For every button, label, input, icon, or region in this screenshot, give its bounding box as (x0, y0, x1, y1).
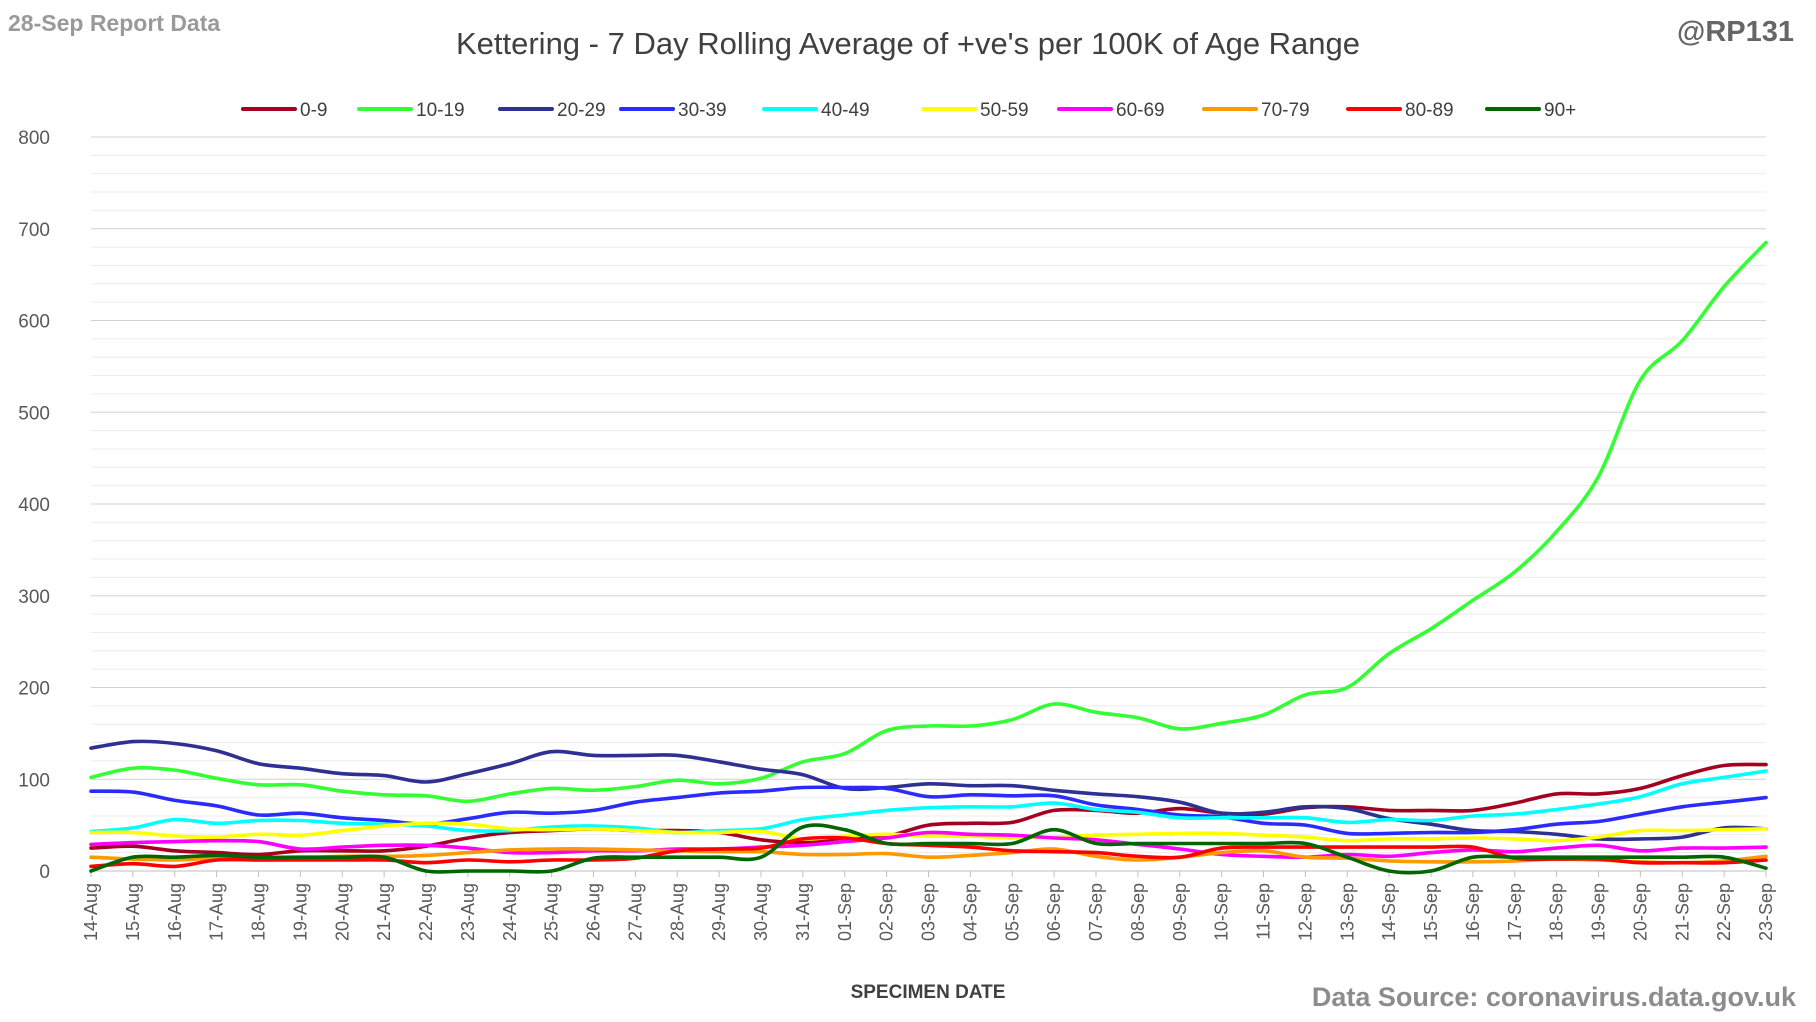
legend-label: 20-29 (557, 100, 606, 121)
x-tick-label: 10-Sep (1212, 883, 1232, 941)
legend-label: 0-9 (300, 100, 327, 121)
x-tick-label: 27-Aug (625, 883, 645, 941)
legend-label: 80-89 (1405, 100, 1454, 121)
series-line-40-49 (89, 769, 1768, 835)
series-line-30-39 (89, 785, 1768, 836)
y-tick-label: 800 (18, 128, 50, 149)
y-tick-label: 200 (18, 679, 50, 700)
y-tick-label: 0 (39, 862, 50, 883)
x-tick-label: 11-Sep (1254, 883, 1274, 940)
y-tick-label: 600 (18, 312, 50, 333)
data-source-note: Data Source: coronavirus.data.gov.uk (1311, 982, 1796, 1012)
x-tick-label: 21-Sep (1672, 883, 1692, 941)
x-tick-label: 05-Sep (1002, 883, 1022, 941)
x-tick-label: 25-Aug (542, 883, 562, 941)
series-line-0-9 (89, 762, 1768, 857)
x-tick-label: 30-Aug (751, 883, 771, 941)
grid-lines (91, 136, 1766, 872)
author-handle: @RP131 (1677, 16, 1794, 48)
legend-label: 60-69 (1116, 100, 1165, 121)
x-tick-label: 08-Sep (1128, 883, 1148, 941)
report-date-label: 28-Sep Report Data (8, 10, 221, 36)
x-tick-label: 29-Aug (709, 883, 729, 941)
x-tick-label: 18-Sep (1547, 883, 1567, 941)
legend-label: 40-49 (821, 100, 870, 121)
x-axis-label: SPECIMEN DATE (851, 982, 1006, 1003)
legend-label: 90+ (1544, 100, 1576, 121)
x-tick-label: 14-Aug (81, 883, 101, 941)
x-tick-label: 07-Sep (1086, 883, 1106, 941)
y-tick-label: 300 (18, 587, 50, 608)
x-tick-label: 20-Aug (332, 883, 352, 941)
x-tick-label: 04-Sep (960, 883, 980, 941)
x-tick-label: 16-Sep (1463, 883, 1483, 941)
series-line-10-19 (89, 240, 1768, 804)
x-tick-label: 09-Sep (1170, 883, 1190, 941)
x-tick-label: 17-Aug (207, 883, 227, 941)
legend-label: 30-39 (678, 100, 727, 121)
x-tick-label: 26-Aug (584, 883, 604, 941)
x-tick-label: 19-Aug (290, 883, 310, 941)
x-tick-label: 31-Aug (793, 883, 813, 941)
x-tick-label: 20-Sep (1630, 883, 1650, 941)
x-tick-label: 12-Sep (1295, 883, 1315, 941)
legend-label: 50-59 (980, 100, 1029, 121)
x-tick-label: 15-Sep (1421, 883, 1441, 941)
y-tick-label: 400 (18, 495, 50, 516)
chart-title: Kettering - 7 Day Rolling Average of +ve… (455, 26, 1361, 61)
x-tick-label: 24-Aug (500, 883, 520, 941)
x-tick-label: 18-Aug (249, 883, 269, 941)
x-tick-label: 13-Sep (1337, 883, 1357, 941)
x-tick-label: 01-Sep (835, 883, 855, 941)
x-tick-label: 22-Aug (416, 883, 436, 941)
x-tick-label: 19-Sep (1589, 883, 1609, 941)
y-tick-label: 100 (18, 770, 50, 791)
x-tick-label: 14-Sep (1379, 883, 1399, 941)
x-tick-label: 28-Aug (667, 883, 687, 941)
x-tick-label: 21-Aug (374, 883, 394, 941)
series-lines (89, 240, 1768, 875)
x-axis: 14-Aug 15-Aug 16-Aug 17-Aug 18-Aug 19-Aug 20-A… (81, 870, 1776, 941)
x-tick-label: 23-Sep (1756, 883, 1776, 941)
x-tick-label: 22-Sep (1714, 883, 1734, 941)
y-axis: 0 100 200 300 400 500 600 700 800 (18, 128, 50, 883)
x-tick-label: 23-Aug (458, 883, 478, 941)
y-tick-label: 700 (18, 220, 50, 241)
legend: 0-9 10-19 20-29 30-39 40-49 50-59 60-69 70-79 80… (241, 100, 1576, 121)
series-line-90plus (89, 823, 1768, 875)
x-tick-label: 02-Sep (877, 883, 897, 941)
y-tick-label: 500 (18, 403, 50, 424)
x-tick-label: 16-Aug (165, 883, 185, 941)
x-tick-label: 06-Sep (1044, 883, 1064, 941)
x-tick-label: 03-Sep (919, 883, 939, 941)
x-tick-label: 15-Aug (123, 883, 143, 941)
legend-label: 10-19 (416, 100, 465, 121)
series-line-50-59 (89, 821, 1768, 843)
x-tick-label: 17-Sep (1505, 883, 1525, 941)
legend-label: 70-79 (1261, 100, 1310, 121)
